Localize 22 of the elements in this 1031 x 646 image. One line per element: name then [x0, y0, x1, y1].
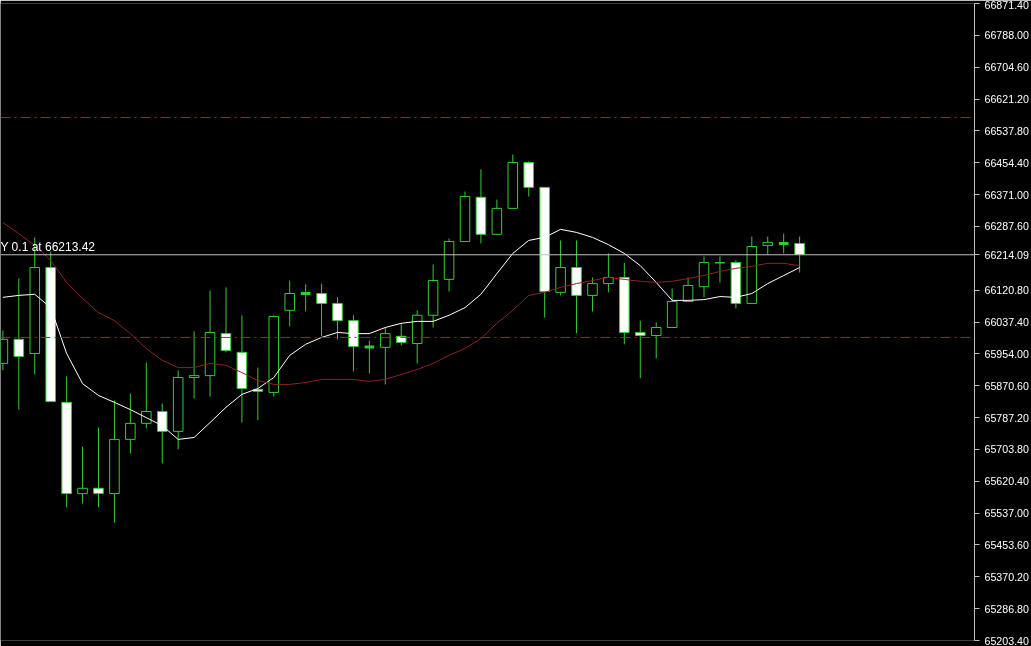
y-tick-label: 65537.00	[984, 507, 1030, 520]
y-tick-label: 65286.80	[984, 602, 1030, 615]
ref-line-label: Y 0.1 at 66213.42	[0, 239, 96, 254]
y-tick-label: 66037.40	[984, 316, 1030, 328]
y-tick-label: 66454.40	[984, 156, 1030, 169]
y-tick-label: 66214.09	[984, 248, 1030, 261]
y-tick-label: 66788.00	[984, 29, 1030, 42]
y-tick-label: 66287.60	[984, 220, 1030, 233]
y-tick-label: 66871.40	[984, 0, 1030, 11]
y-tick-label: 66120.80	[984, 284, 1030, 297]
y-tick-label: 65703.80	[984, 443, 1030, 456]
y-tick-label: 66371.00	[984, 188, 1030, 201]
y-tick-label: 65370.20	[984, 570, 1030, 583]
y-tick-label: 65203.40	[984, 634, 1030, 646]
y-tick-label: 65787.20	[984, 411, 1030, 424]
y-tick-label: 65954.00	[984, 347, 1030, 360]
y-tick-label: 66537.80	[984, 124, 1030, 137]
y-tick-label: 65620.40	[984, 475, 1030, 488]
y-tick-label: 65453.60	[984, 538, 1030, 551]
y-tick-label: 66704.60	[984, 61, 1030, 74]
y-tick-label: 66621.20	[984, 93, 1030, 106]
y-tick-label: 65870.60	[984, 379, 1030, 392]
